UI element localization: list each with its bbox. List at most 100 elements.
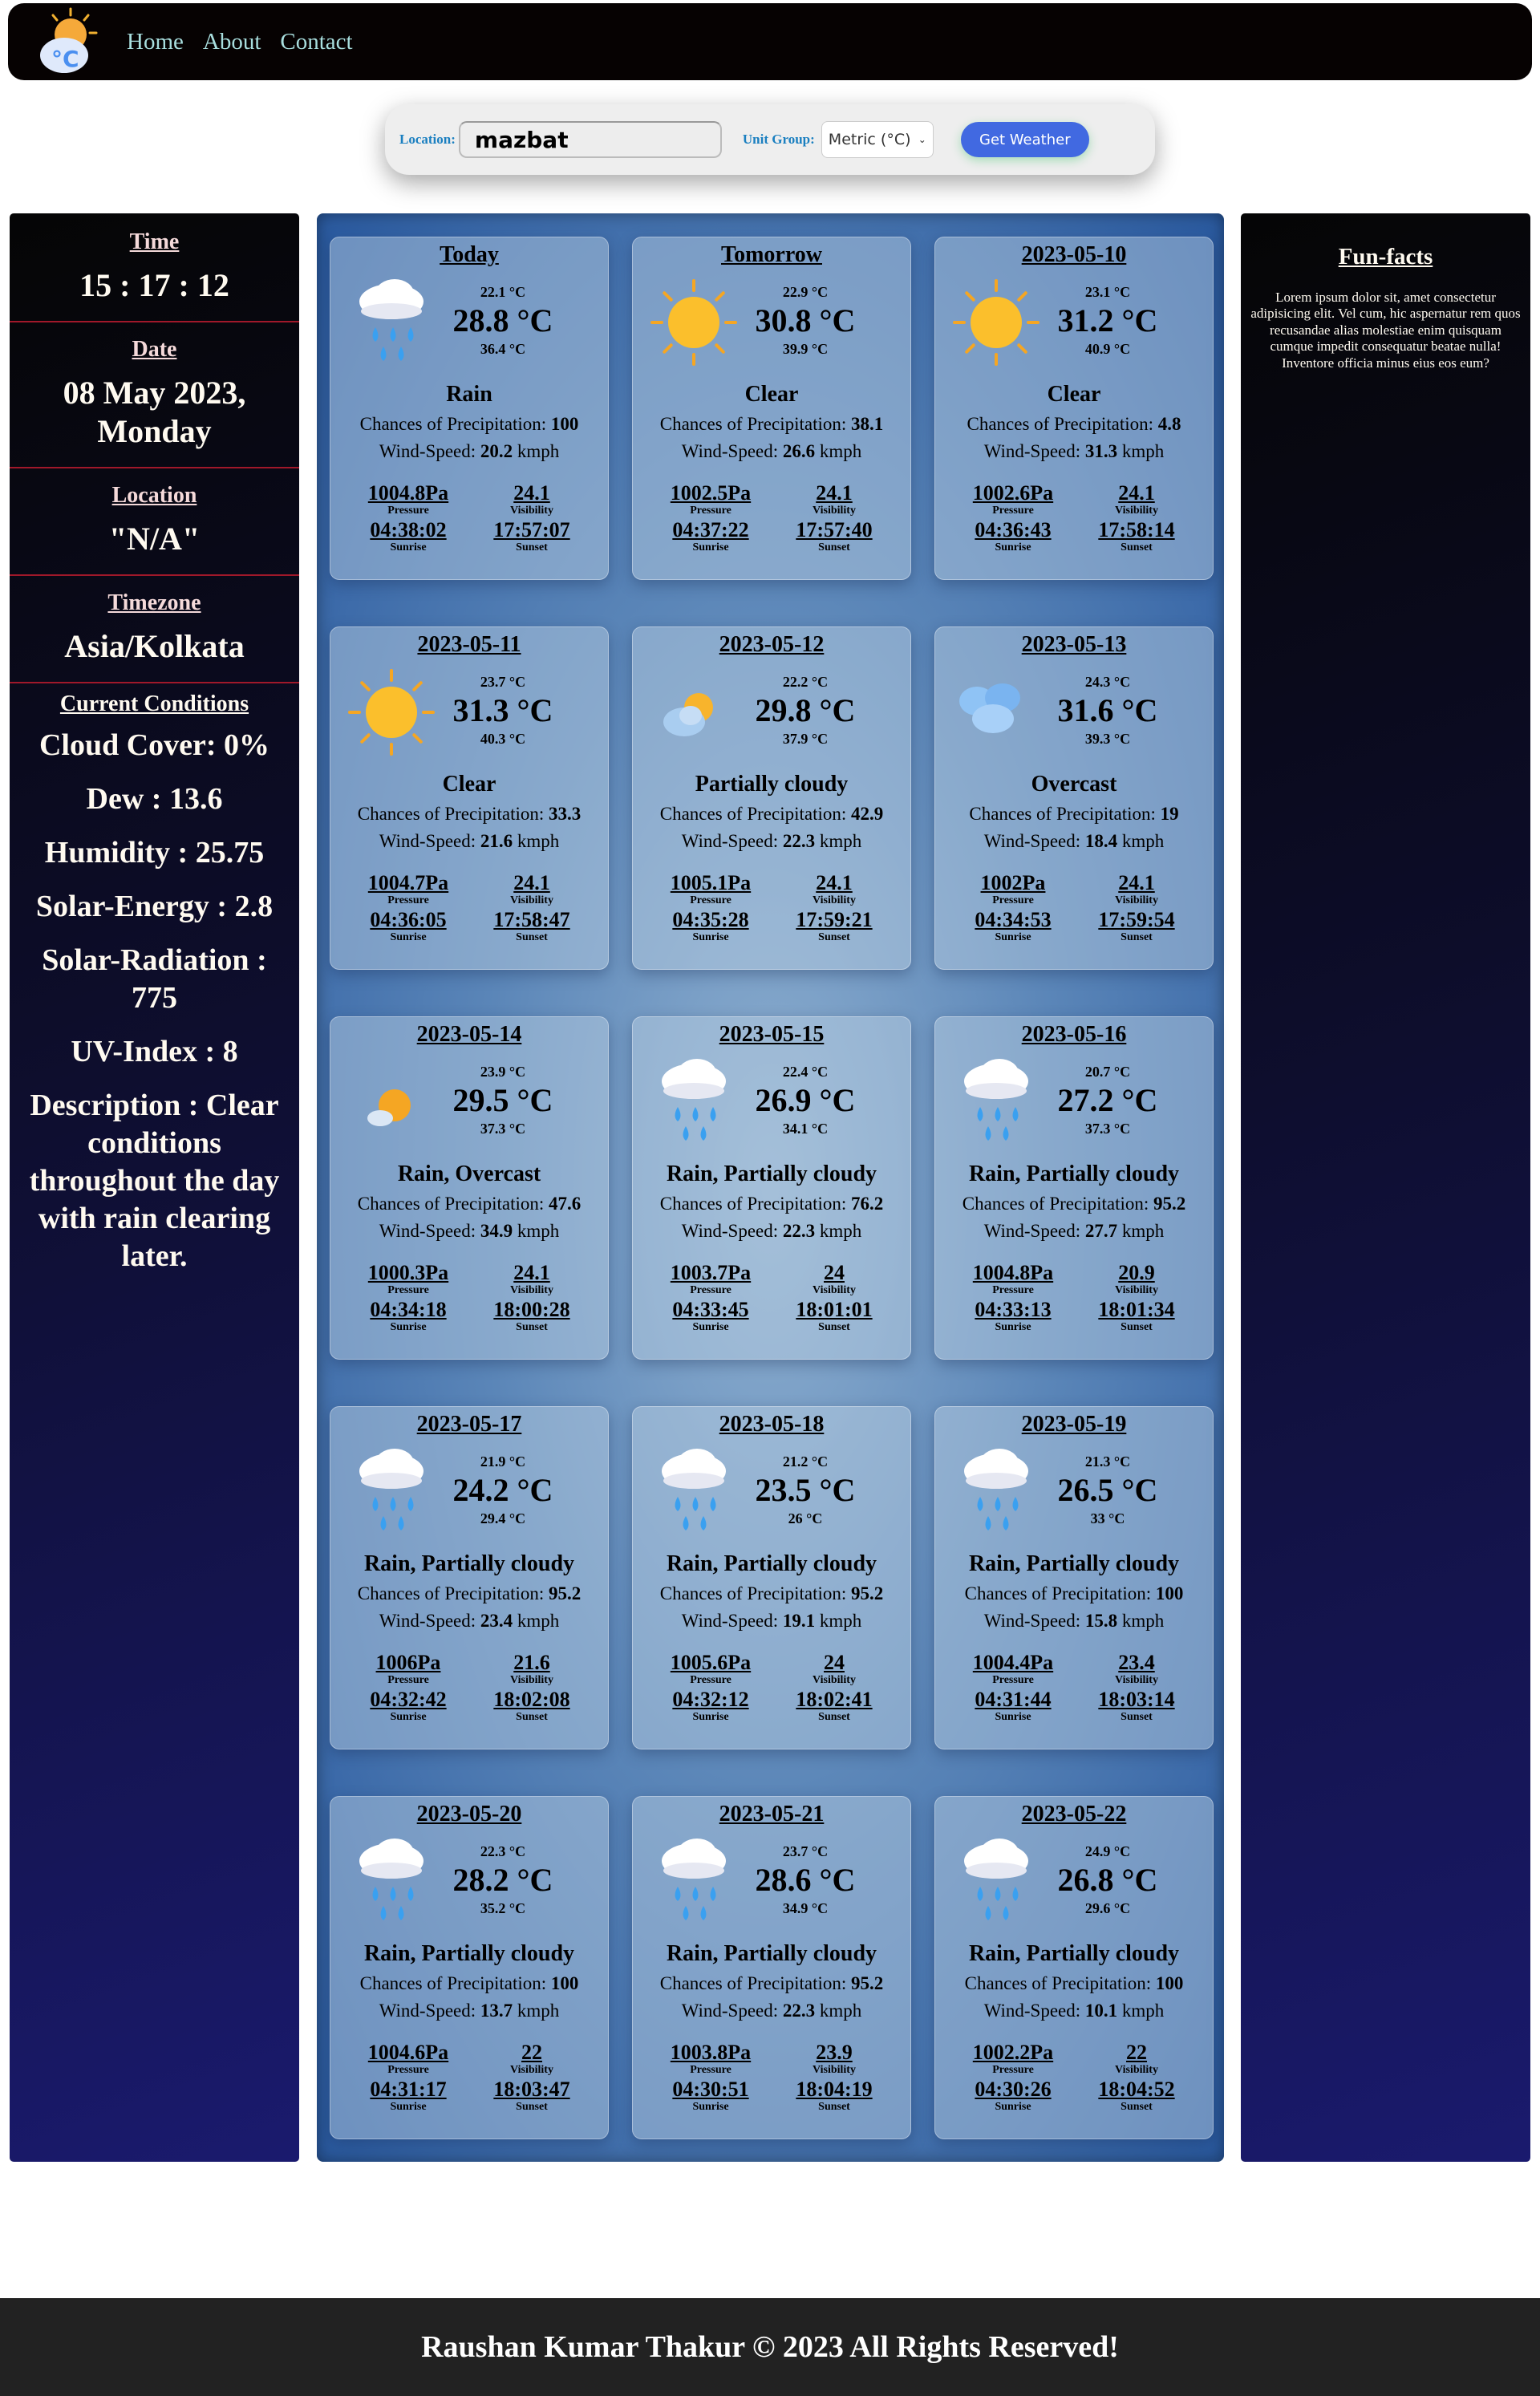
condition: Clear xyxy=(442,772,496,797)
temp-current: 24.2 °C xyxy=(452,1472,553,1508)
visibility-label: Visibility xyxy=(813,1284,856,1296)
wind-speed: Wind-Speed: 10.1 kmph xyxy=(935,2001,1213,2021)
solar-radiation: Solar-Radiation : 775 xyxy=(42,943,267,1015)
sunrise-value: 04:31:17 xyxy=(370,2078,447,2101)
temp-min: 21.3 °C xyxy=(1084,1453,1131,1470)
condition: Rain, Partially cloudy xyxy=(666,1162,877,1186)
pressure-label: Pressure xyxy=(992,2064,1034,2076)
temp-max: 40.9 °C xyxy=(1084,341,1131,357)
card-date: 2023-05-13 xyxy=(1021,632,1127,657)
day-card: 2023-05-20 22.3 °C 28.2 °C 35.2 °C Rain,… xyxy=(330,1796,609,2139)
pressure-value: 1004.4Pa xyxy=(972,1651,1054,1674)
temp-min: 21.2 °C xyxy=(782,1453,829,1470)
visibility-label: Visibility xyxy=(1115,2064,1158,2076)
wind-speed: Wind-Speed: 31.3 kmph xyxy=(935,441,1213,462)
conditions-heading: Current Conditions xyxy=(59,691,249,716)
precip-label: Chances of Precipitation: xyxy=(659,804,851,824)
sunset-label: Sunset xyxy=(1121,2101,1153,2113)
sunrise-label: Sunrise xyxy=(995,541,1031,553)
sunset-label: Sunset xyxy=(516,541,548,553)
wind-speed: Wind-Speed: 22.3 kmph xyxy=(633,1221,910,1242)
wind-speed: Wind-Speed: 20.2 kmph xyxy=(330,441,608,462)
wind-unit: kmph xyxy=(513,441,560,461)
pressure-label: Pressure xyxy=(387,894,429,906)
pressure-label: Pressure xyxy=(690,2064,732,2076)
visibility-label: Visibility xyxy=(510,1674,553,1686)
visibility-label: Visibility xyxy=(510,1284,553,1296)
wind-value: 18.4 xyxy=(1084,831,1118,851)
condition: Partially cloudy xyxy=(695,772,849,797)
sunrise-value: 04:36:05 xyxy=(370,908,447,931)
wind-label: Wind-Speed: xyxy=(983,2001,1085,2021)
rain-icon xyxy=(964,1839,1028,1920)
day-card: 2023-05-18 21.2 °C 23.5 °C 26 °C Rain, P… xyxy=(632,1406,911,1749)
temp-min: 23.1 °C xyxy=(1084,284,1131,300)
visibility-label: Visibility xyxy=(1115,1284,1158,1296)
temp-current: 26.5 °C xyxy=(1057,1472,1158,1508)
precip-value: 100 xyxy=(1155,1583,1184,1603)
sunrise-value: 04:32:12 xyxy=(672,1688,749,1711)
condition: Clear xyxy=(744,382,799,407)
temp-current: 23.5 °C xyxy=(755,1472,856,1508)
day-card: 2023-05-22 24.9 °C 26.8 °C 29.6 °C Rain,… xyxy=(934,1796,1214,2139)
forecast-grid: Today 22.1 °C 28.8 °C 36.4 °C Rain Chanc… xyxy=(317,213,1224,2162)
pressure-value: 1002.5Pa xyxy=(670,481,752,505)
sunset-label: Sunset xyxy=(516,1711,548,1723)
pressure-value: 1004.8Pa xyxy=(972,1261,1054,1284)
sunrise-label: Sunrise xyxy=(390,1711,427,1723)
card-date: Tomorrow xyxy=(721,242,822,267)
temp-min: 23.7 °C xyxy=(480,674,526,690)
sunset-value: 17:57:07 xyxy=(493,518,570,541)
day-card: 2023-05-16 20.7 °C 27.2 °C 37.3 °C Rain,… xyxy=(934,1016,1214,1360)
weather-logo-icon[interactable]: °C xyxy=(32,6,104,78)
sunset-value: 18:02:41 xyxy=(796,1688,873,1711)
wind-value: 21.6 xyxy=(480,831,513,851)
precip-value: 42.9 xyxy=(851,804,884,824)
nav-contact[interactable]: Contact xyxy=(280,28,353,55)
temp-min: 24.9 °C xyxy=(1084,1843,1131,1859)
nav-home[interactable]: Home xyxy=(127,28,184,55)
precip-value: 100 xyxy=(550,1973,579,1993)
precipitation: Chances of Precipitation: 95.2 xyxy=(633,1583,910,1604)
temp-max: 39.9 °C xyxy=(782,341,829,357)
temp-max: 37.3 °C xyxy=(1084,1121,1131,1137)
temp-current: 28.8 °C xyxy=(452,302,553,339)
wind-label: Wind-Speed: xyxy=(983,1611,1085,1631)
precipitation: Chances of Precipitation: 38.1 xyxy=(633,414,910,435)
precipitation: Chances of Precipitation: 76.2 xyxy=(633,1194,910,1214)
wind-unit: kmph xyxy=(513,1611,560,1631)
rain-icon xyxy=(359,1839,424,1920)
visibility-value: 22 xyxy=(521,2041,542,2064)
temp-max: 39.3 °C xyxy=(1084,731,1131,747)
condition: Rain, Overcast xyxy=(397,1162,541,1186)
dew: Dew : 13.6 xyxy=(86,782,223,816)
precip-label: Chances of Precipitation: xyxy=(359,414,551,434)
pressure-value: 1002.2Pa xyxy=(972,2041,1054,2064)
visibility-label: Visibility xyxy=(813,1674,856,1686)
wind-value: 26.6 xyxy=(782,441,816,461)
precip-label: Chances of Precipitation: xyxy=(969,804,1161,824)
card-date: 2023-05-21 xyxy=(719,1802,825,1826)
wind-speed: Wind-Speed: 15.8 kmph xyxy=(935,1611,1213,1632)
visibility-label: Visibility xyxy=(1115,1674,1158,1686)
sunset-label: Sunset xyxy=(1121,1321,1153,1333)
unit-group-select[interactable]: Metric (°C) ⌄ xyxy=(821,121,934,158)
location-input[interactable]: mazbat xyxy=(458,121,722,158)
precip-label: Chances of Precipitation: xyxy=(964,1583,1156,1603)
nav-about[interactable]: About xyxy=(202,28,261,55)
condition: Clear xyxy=(1047,382,1101,407)
temp-max: 33 °C xyxy=(1090,1510,1125,1526)
wind-value: 20.2 xyxy=(480,441,513,461)
wind-unit: kmph xyxy=(1117,831,1165,851)
visibility-value: 24 xyxy=(824,1261,845,1284)
wind-speed: Wind-Speed: 19.1 kmph xyxy=(633,1611,910,1632)
pressure-value: 1005.1Pa xyxy=(670,871,752,894)
precip-label: Chances of Precipitation: xyxy=(357,804,549,824)
sunset-value: 18:01:34 xyxy=(1098,1298,1175,1321)
temp-min: 21.9 °C xyxy=(480,1453,526,1470)
get-weather-button[interactable]: Get Weather xyxy=(960,122,1089,157)
card-date: 2023-05-10 xyxy=(1021,242,1127,267)
precipitation: Chances of Precipitation: 95.2 xyxy=(633,1973,910,1994)
precipitation: Chances of Precipitation: 100 xyxy=(330,414,608,435)
precipitation: Chances of Precipitation: 100 xyxy=(935,1583,1213,1604)
